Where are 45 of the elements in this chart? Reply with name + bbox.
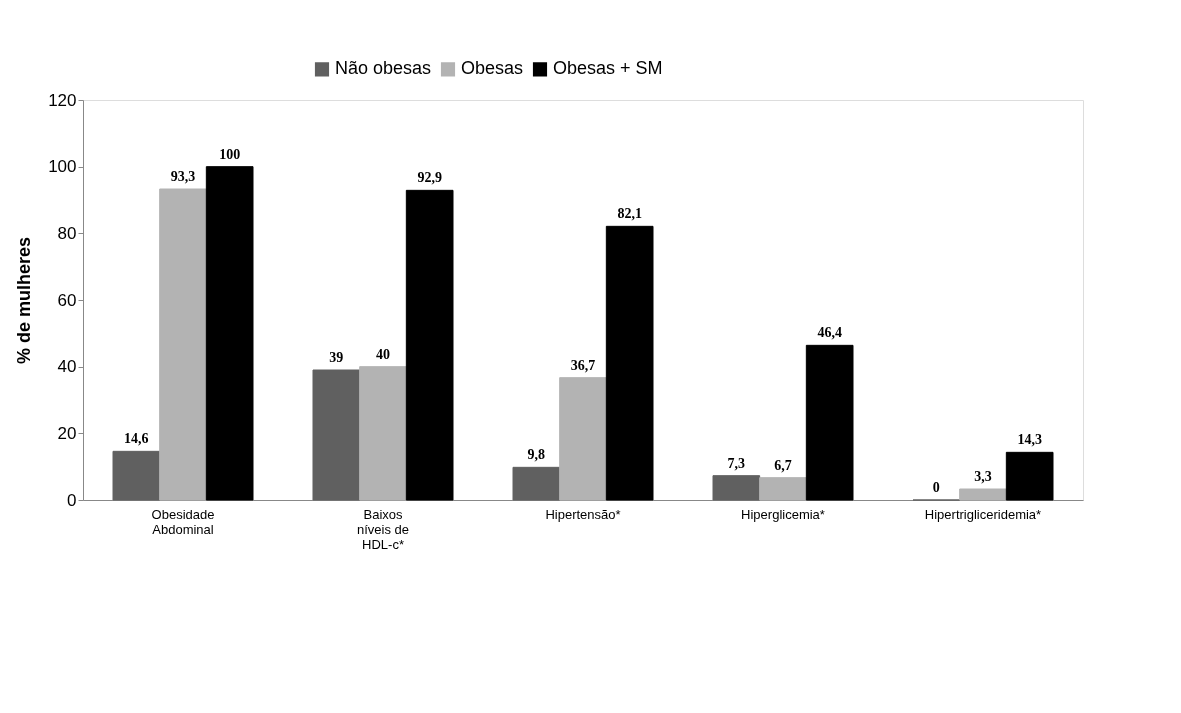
data-label: 82,1 bbox=[617, 206, 642, 222]
y-tick-label: 80 bbox=[57, 223, 77, 243]
bar bbox=[205, 166, 254, 501]
y-tick-label: 60 bbox=[57, 290, 77, 310]
data-label: 39 bbox=[329, 350, 344, 365]
x-tick-label: Hipertensão* bbox=[545, 506, 621, 522]
bar bbox=[559, 377, 607, 501]
legend-label: Obesas bbox=[461, 58, 524, 79]
y-tick-label: 40 bbox=[57, 357, 77, 377]
data-label: 93,3 bbox=[170, 169, 196, 184]
y-tick-label: 100 bbox=[48, 157, 77, 177]
y-tick-label: 20 bbox=[57, 423, 77, 443]
bar bbox=[805, 344, 854, 501]
bar bbox=[359, 366, 407, 501]
bar bbox=[312, 369, 361, 501]
data-label: 92,9 bbox=[417, 170, 442, 186]
data-label: 7,3 bbox=[727, 455, 746, 471]
data-label: 6,7 bbox=[774, 457, 792, 473]
data-label: 46,4 bbox=[817, 325, 842, 341]
x-tick-label: Hipertrigliceridemia* bbox=[924, 506, 1042, 522]
data-label: 14,6 bbox=[124, 431, 149, 447]
bar bbox=[1005, 451, 1054, 501]
data-label: 3,3 bbox=[974, 469, 992, 484]
bar bbox=[512, 466, 561, 501]
x-tick-label: Baixos níveis de HDL-c* bbox=[356, 506, 410, 552]
data-label: 100 bbox=[219, 146, 241, 162]
data-label: 0 bbox=[932, 480, 940, 495]
x-tick-label: Obesidade Abdominal bbox=[151, 506, 215, 537]
bar bbox=[112, 450, 161, 501]
data-label: 40 bbox=[376, 346, 390, 362]
legend-label: Não obesas bbox=[335, 58, 432, 79]
data-label: 36,7 bbox=[570, 357, 596, 373]
bar bbox=[405, 189, 454, 501]
y-tick-label: 0 bbox=[67, 490, 77, 510]
bar bbox=[605, 225, 654, 501]
data-label: 9,8 bbox=[527, 447, 546, 463]
bar bbox=[759, 477, 807, 501]
bar bbox=[959, 488, 1007, 501]
y-tick-label: 120 bbox=[48, 90, 77, 110]
bar bbox=[159, 188, 207, 501]
bar bbox=[712, 475, 761, 501]
legend-label: Obesas + SM bbox=[553, 58, 663, 79]
y-axis-title: % de mulheres bbox=[14, 236, 35, 365]
data-label: 14,3 bbox=[1017, 432, 1042, 448]
x-tick-label: Hiperglicemia* bbox=[741, 506, 825, 522]
